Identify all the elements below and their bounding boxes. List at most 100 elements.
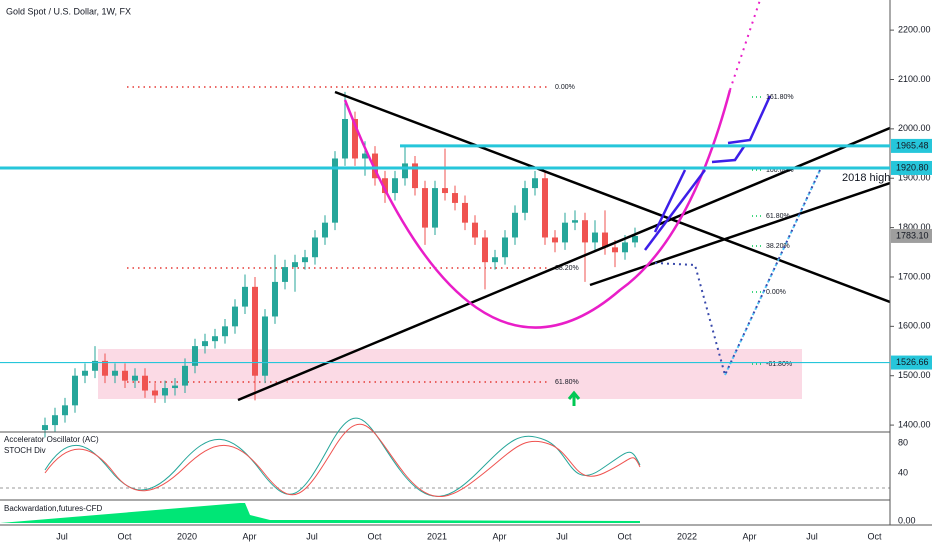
price-label-box <box>891 160 932 175</box>
candle-body <box>632 235 638 243</box>
candle-body <box>612 247 618 253</box>
x-tick-label: Apr <box>242 531 256 541</box>
x-tick-label: Apr <box>492 531 506 541</box>
candle-body <box>232 306 238 327</box>
lower-indicator-area <box>0 503 640 523</box>
candle-body <box>532 178 538 189</box>
candle-body <box>142 375 148 391</box>
candle-body <box>322 222 328 238</box>
candle-body <box>82 370 88 376</box>
indicator-tick: 40 <box>898 467 908 477</box>
chart-title: Gold Spot / U.S. Dollar, 1W, FX <box>6 6 131 16</box>
fib-lines-right <box>752 96 762 365</box>
candle-body <box>62 405 68 416</box>
y-tick-label: 2100.00 <box>898 74 931 84</box>
x-tick-label: 2020 <box>177 531 197 541</box>
candle-body <box>512 212 518 238</box>
candle-body <box>52 415 58 426</box>
candle-body <box>452 193 458 203</box>
candle-body <box>202 341 208 347</box>
candle-body <box>312 237 318 258</box>
fib-label: 61.80% <box>555 379 579 386</box>
y-tick-label: 1800.00 <box>898 222 931 232</box>
fib-label: -61.80% <box>766 361 792 368</box>
candle-body <box>522 188 528 213</box>
indicator-label: Backwardation,futures-CFD <box>4 504 102 513</box>
candle-body <box>302 257 308 263</box>
candle-body <box>362 153 368 159</box>
candle-body <box>402 163 408 179</box>
candles <box>42 91 638 438</box>
price-label: 1965.48 <box>896 140 929 150</box>
candle-body <box>192 346 198 366</box>
candle-body <box>572 220 578 223</box>
fib-label: 38.20% <box>766 243 790 250</box>
candle-body <box>582 220 588 243</box>
x-tick-label: 2022 <box>677 531 697 541</box>
candle-body <box>182 365 188 386</box>
candle-body <box>422 188 428 228</box>
demand-zone <box>98 349 802 399</box>
x-tick-label: 2021 <box>427 531 447 541</box>
candle-body <box>372 153 378 179</box>
x-tick-label: Apr <box>742 531 756 541</box>
candle-body <box>622 242 628 253</box>
x-tick-label: Jul <box>806 531 818 541</box>
fib-lines-left <box>127 86 550 383</box>
indicator-label: STOCH Div <box>4 446 46 455</box>
candle-body <box>432 188 438 228</box>
candle-body <box>102 360 108 376</box>
candle-body <box>352 118 358 159</box>
price-label-box <box>891 355 932 370</box>
x-tick-label: Jul <box>556 531 568 541</box>
x-tick-label: Jul <box>306 531 318 541</box>
x-tick-label: Oct <box>367 531 382 541</box>
candle-body <box>502 237 508 258</box>
y-tick-label: 1900.00 <box>898 173 931 183</box>
candle-body <box>272 281 278 317</box>
candle-body <box>442 188 448 194</box>
candle-body <box>242 286 248 307</box>
y-tick-label: 1500.00 <box>898 370 931 380</box>
annotation: 2018 high <box>842 172 890 184</box>
candle-body <box>92 360 98 371</box>
candle-body <box>602 232 608 248</box>
candle-body <box>342 118 348 159</box>
candle-body <box>112 370 118 376</box>
price-label: 1526.66 <box>896 357 929 367</box>
fib-label: 161.80% <box>766 94 794 101</box>
candle-body <box>332 158 338 223</box>
candle-body <box>152 390 158 396</box>
candle-body <box>262 316 268 376</box>
y-tick-label: 1700.00 <box>898 271 931 281</box>
y-tick-label: 2200.00 <box>898 24 931 34</box>
candle-body <box>482 237 488 263</box>
fib-label: 100.00% <box>766 167 794 174</box>
y-tick-label: 2000.00 <box>898 123 931 133</box>
drawings <box>237 0 891 406</box>
candle-body <box>212 336 218 342</box>
indicator-tick: 80 <box>898 437 908 447</box>
candle-body <box>42 425 48 431</box>
candle-body <box>72 375 78 406</box>
candle-body <box>462 202 468 223</box>
candle-body <box>412 163 418 189</box>
x-tick-label: Jul <box>56 531 68 541</box>
fib-label: 61.80% <box>766 213 790 220</box>
candle-body <box>162 388 168 396</box>
y-tick-label: 1600.00 <box>898 321 931 331</box>
lower-tick: 0.00 <box>898 515 916 525</box>
candle-body <box>132 375 138 381</box>
candle-body <box>472 222 478 238</box>
fib-label: 0.00% <box>766 289 786 296</box>
oscillator <box>44 417 641 498</box>
fib-label: 0.00% <box>555 84 575 91</box>
price-label-box <box>891 228 932 243</box>
candle-body <box>172 385 178 389</box>
candle-body <box>542 178 548 238</box>
candle-body <box>592 232 598 243</box>
candle-body <box>282 267 288 282</box>
x-tick-label: Oct <box>117 531 132 541</box>
